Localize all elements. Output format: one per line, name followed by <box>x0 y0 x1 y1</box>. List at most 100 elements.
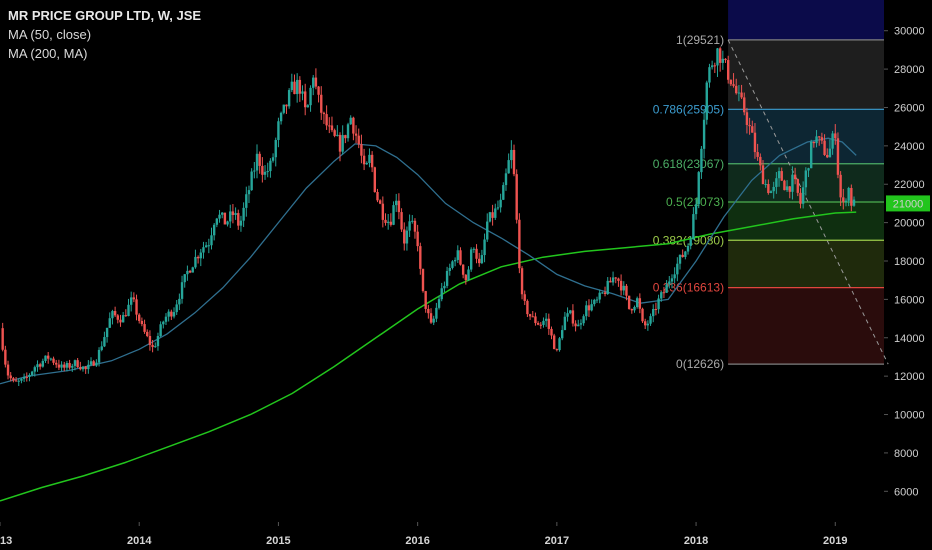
candle-body <box>823 140 826 155</box>
candle-body <box>285 104 288 107</box>
candle-body <box>365 162 368 165</box>
candle-body <box>536 323 540 325</box>
candle-body <box>772 186 775 192</box>
candle-body <box>769 191 773 193</box>
candle-body <box>325 114 328 126</box>
candle-body <box>528 314 532 317</box>
candle-body <box>400 212 403 230</box>
chart-title: MR PRICE GROUP LTD, W, JSE <box>8 8 202 23</box>
candle-body <box>635 298 639 307</box>
candle-body <box>555 349 559 351</box>
candle-body <box>625 285 628 296</box>
candle-body <box>346 124 350 139</box>
candle-body <box>333 130 336 136</box>
candle-body <box>759 156 762 166</box>
candle-body <box>103 337 106 347</box>
candle-body <box>753 132 757 153</box>
candle-body <box>483 239 486 256</box>
candle-body <box>196 256 200 259</box>
candle-body <box>389 221 393 225</box>
candle-body <box>453 259 457 262</box>
candle-body <box>293 81 296 95</box>
candle-body <box>60 364 63 368</box>
candle-body <box>113 311 117 316</box>
candle-body <box>186 270 189 275</box>
candle-body <box>129 297 133 305</box>
x-tick-label: 2013 <box>0 535 12 547</box>
candle-body <box>429 313 433 323</box>
fib-top-zone <box>728 0 884 40</box>
candle-body <box>178 298 181 305</box>
candle-body <box>609 280 612 283</box>
candle-body <box>95 362 98 366</box>
candle-body <box>737 92 741 94</box>
candle-body <box>162 321 165 325</box>
candle-body <box>146 331 149 337</box>
candle-body <box>46 355 50 359</box>
candle-body <box>424 291 427 309</box>
fib-level-label: 0.618(23067) <box>653 157 724 171</box>
candles-layer <box>1 47 856 387</box>
candle-body <box>124 315 128 317</box>
candle-body <box>815 136 818 144</box>
y-tick-label: 22000 <box>894 179 925 191</box>
candle-body <box>732 84 735 86</box>
candle-body <box>119 319 122 323</box>
y-tick-label: 6000 <box>894 486 918 498</box>
candle-body <box>312 77 315 88</box>
ma50-line <box>0 137 857 385</box>
candle-body <box>633 306 636 311</box>
candle-body <box>756 152 759 157</box>
candle-body <box>689 239 692 246</box>
price-tag-layer: 21000 <box>886 195 930 212</box>
candle-body <box>445 270 449 286</box>
candle-body <box>392 205 395 225</box>
candle-body <box>352 117 355 134</box>
candle-body <box>518 219 521 269</box>
candle-body <box>668 281 671 285</box>
candle-body <box>226 221 229 225</box>
candle-body <box>255 153 259 171</box>
candle-body <box>320 94 323 113</box>
candle-body <box>395 200 398 206</box>
candle-body <box>721 58 725 63</box>
candle-body <box>6 364 10 376</box>
candle-body <box>30 371 34 375</box>
candle-body <box>451 261 454 268</box>
candle-body <box>41 360 45 367</box>
candle-body <box>657 298 660 310</box>
ma50-layer <box>0 137 857 385</box>
ma200-layer <box>0 211 857 502</box>
candle-body <box>151 344 154 348</box>
candle-body <box>844 200 848 202</box>
candle-body <box>751 126 754 133</box>
fib-zone <box>728 240 884 288</box>
candle-body <box>303 91 307 108</box>
candle-body <box>512 149 516 175</box>
candle-body <box>566 313 569 317</box>
candle-body <box>443 285 446 289</box>
candle-body <box>534 316 537 324</box>
candle-body <box>20 378 23 381</box>
candle-body <box>641 308 644 322</box>
candle-body <box>218 214 221 219</box>
candle-body <box>456 250 459 260</box>
candle-body <box>306 105 310 108</box>
candle-body <box>386 221 390 223</box>
candle-body <box>79 367 82 370</box>
candle-body <box>202 247 205 253</box>
candle-body <box>36 364 39 368</box>
candle-body <box>199 252 202 259</box>
candle-body <box>619 280 623 291</box>
candle-body <box>301 91 304 94</box>
candle-body <box>630 308 634 311</box>
candle-body <box>660 292 663 299</box>
candle-body <box>76 360 79 368</box>
candle-body <box>360 144 363 156</box>
candle-body <box>368 154 371 163</box>
candle-body <box>49 358 53 360</box>
candle-body <box>726 60 730 80</box>
candle-body <box>1 328 4 350</box>
candle-body <box>788 186 791 192</box>
